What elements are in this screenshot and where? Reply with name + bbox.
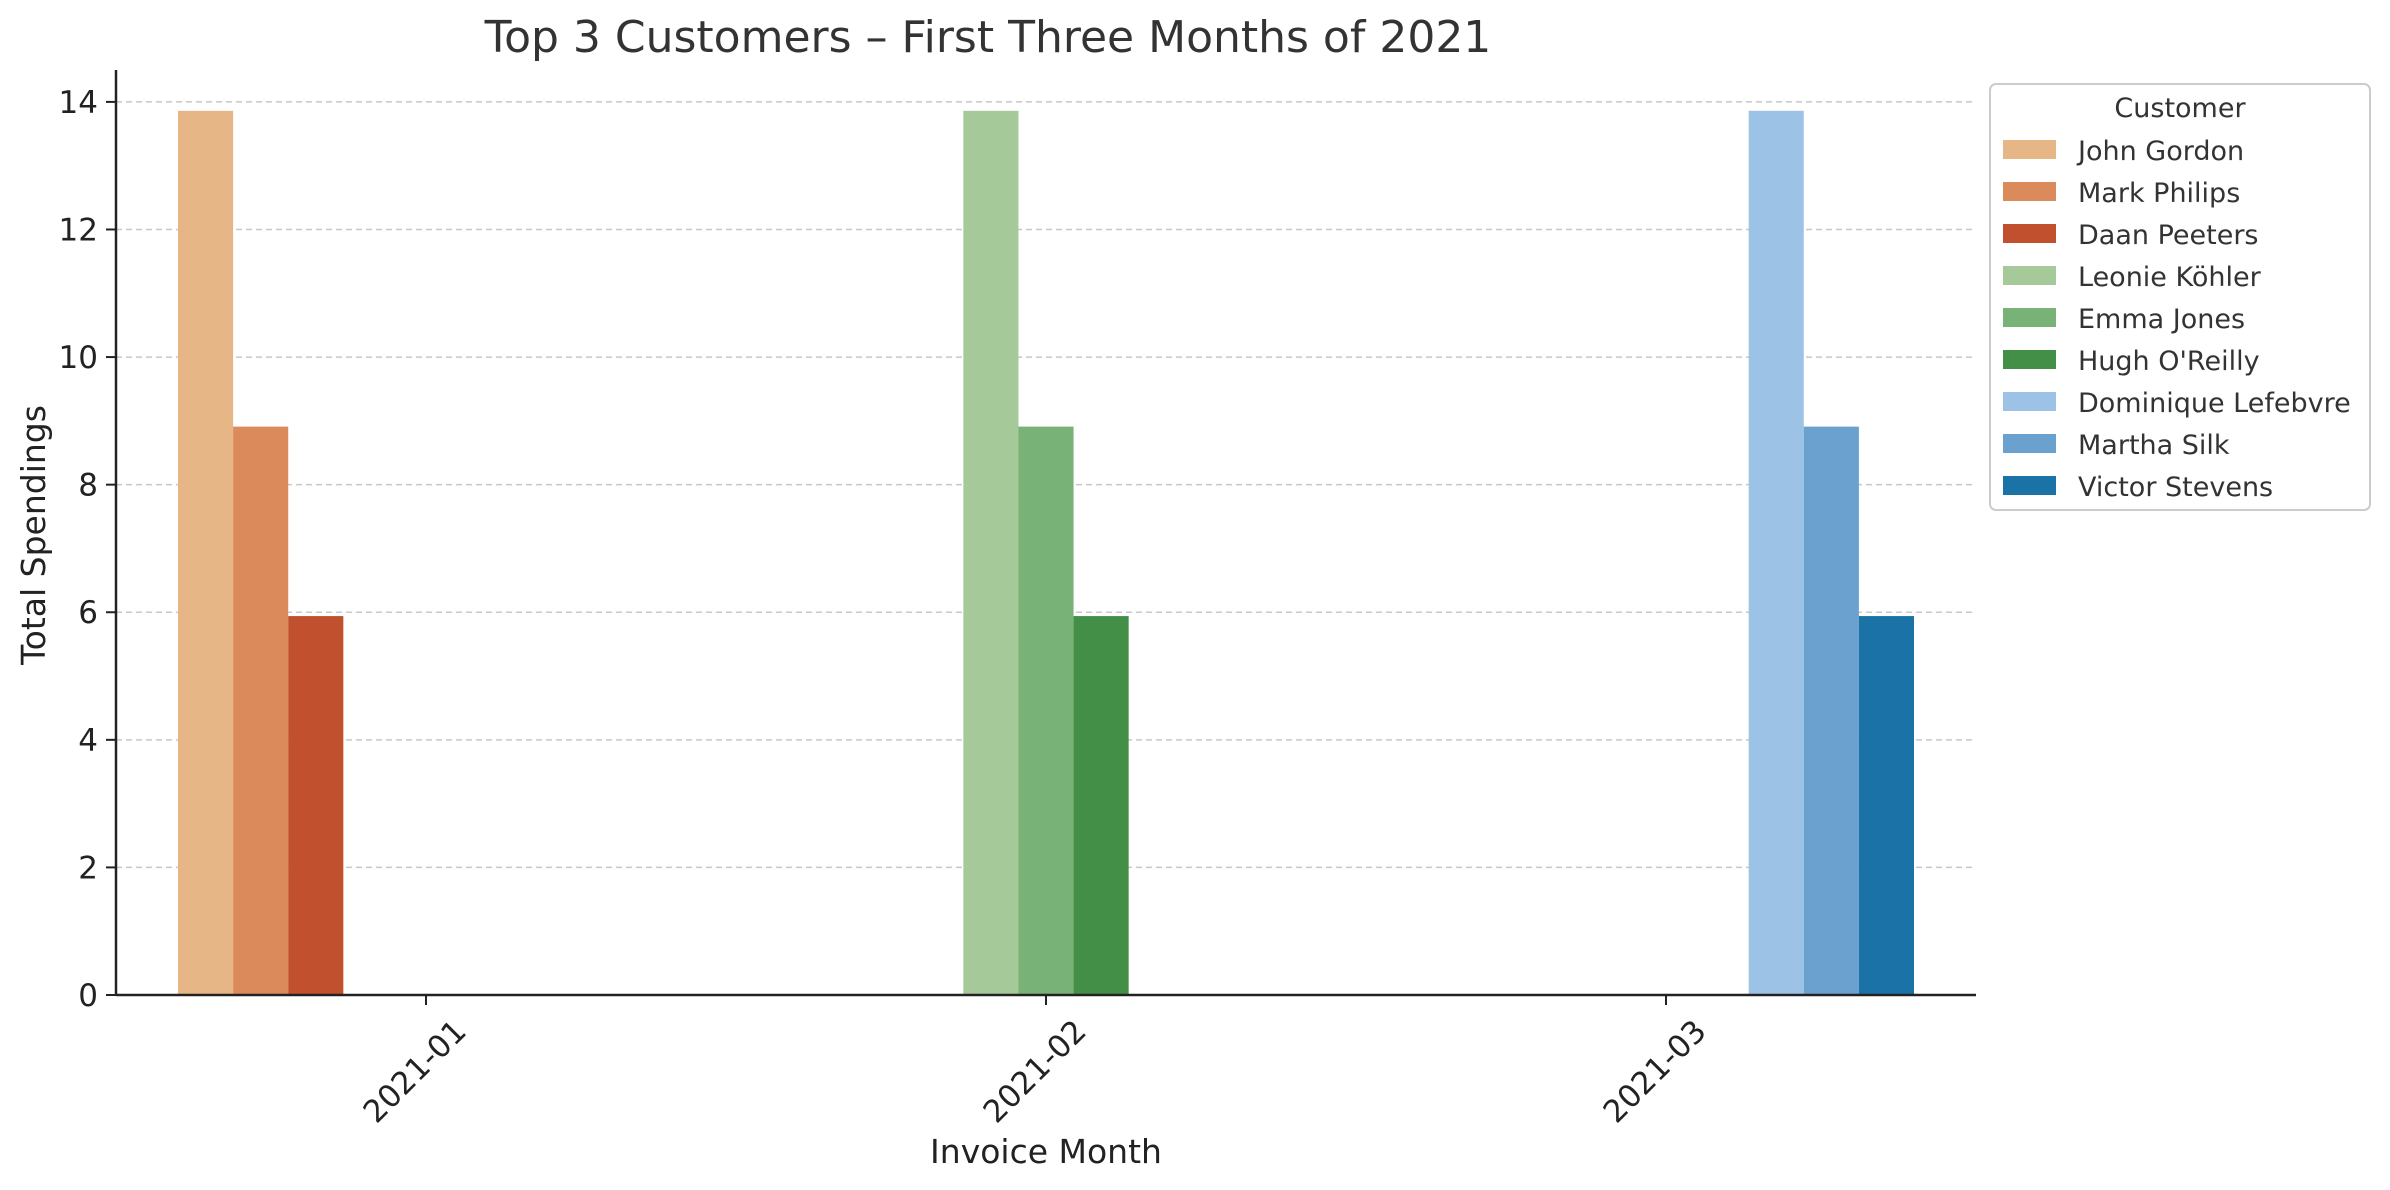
y-ticks: 0 2 4 6 8 10 12 14 bbox=[59, 85, 116, 1014]
chart-title: Top 3 Customers – First Three Months of … bbox=[484, 12, 1492, 63]
legend-label: John Gordon bbox=[2076, 136, 2244, 167]
x-ticks: 2021-01 2021-02 2021-03 bbox=[357, 995, 1714, 1130]
bars bbox=[178, 110, 1914, 996]
legend-label: Daan Peeters bbox=[2078, 220, 2258, 251]
x-tick-label: 2021-01 bbox=[357, 1013, 474, 1130]
bar bbox=[1748, 110, 1804, 996]
y-tick-label: 10 bbox=[59, 340, 98, 376]
legend-swatch bbox=[2003, 434, 2056, 453]
bar bbox=[1018, 426, 1074, 995]
y-tick-label: 8 bbox=[78, 468, 98, 504]
legend-swatch bbox=[2003, 350, 2056, 369]
legend-swatch bbox=[2003, 224, 2056, 243]
x-tick-label: 2021-03 bbox=[1597, 1013, 1714, 1130]
legend-label: Leonie Köhler bbox=[2078, 262, 2262, 293]
bar bbox=[233, 426, 289, 995]
legend-label: Mark Philips bbox=[2078, 178, 2240, 209]
legend-items: John Gordon Mark Philips Daan Peeters Leoni… bbox=[2003, 136, 2351, 503]
y-tick-label: 14 bbox=[59, 85, 98, 121]
legend-swatch bbox=[2003, 140, 2056, 159]
bar bbox=[1858, 616, 1914, 995]
bar bbox=[1073, 616, 1129, 995]
legend-label: Hugh O'Reilly bbox=[2078, 346, 2260, 377]
bar bbox=[178, 110, 234, 996]
legend-label: Emma Jones bbox=[2078, 304, 2245, 335]
legend-title: Customer bbox=[2114, 93, 2246, 124]
y-tick-label: 6 bbox=[78, 595, 98, 631]
x-axis-label: Invoice Month bbox=[930, 1132, 1162, 1171]
legend-label: Martha Silk bbox=[2078, 430, 2230, 461]
bar bbox=[288, 616, 344, 995]
legend: Customer John Gordon Mark Philips Daan Pee… bbox=[1989, 83, 2371, 511]
legend-swatch bbox=[2003, 182, 2056, 201]
legend-frame bbox=[1989, 83, 2371, 511]
legend-swatch bbox=[2003, 308, 2056, 327]
y-tick-label: 2 bbox=[78, 850, 98, 886]
bar bbox=[963, 110, 1019, 996]
x-tick-label: 2021-02 bbox=[977, 1013, 1094, 1130]
legend-swatch bbox=[2003, 266, 2056, 285]
legend-label: Victor Stevens bbox=[2078, 472, 2273, 503]
y-tick-label: 4 bbox=[78, 723, 98, 759]
bar bbox=[1803, 426, 1859, 995]
legend-label: Dominique Lefebvre bbox=[2078, 388, 2351, 419]
y-tick-label: 0 bbox=[78, 978, 98, 1014]
legend-swatch bbox=[2003, 476, 2056, 495]
y-axis-label: Total Spendings bbox=[14, 405, 53, 666]
y-tick-label: 12 bbox=[59, 212, 98, 248]
legend-swatch bbox=[2003, 392, 2056, 411]
